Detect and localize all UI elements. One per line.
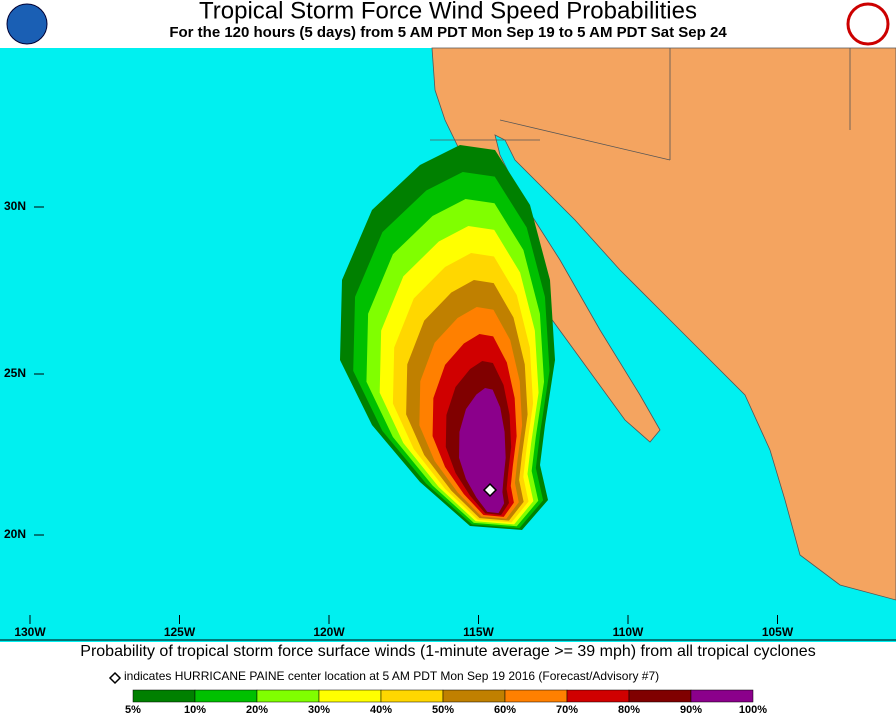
lon-label: 125W [164,625,196,639]
lat-label: 30N [4,199,26,213]
lat-label: 25N [4,366,26,380]
legend: 5% 10% 20% 30% 40% 50% 60% 70% 80% 90% 100% [125,689,767,716]
legend-label: 40% [370,704,392,716]
axes: 30N 25N 20N 130W 125W 120W 115W 110W 105W [4,199,794,639]
legend-swatch [318,689,382,703]
noaa-logo [6,3,48,45]
probability-contours [340,145,555,530]
caption: Probability of tropical storm force surf… [80,643,815,660]
legend-swatch [690,689,754,703]
legend-swatch [380,689,444,703]
lat-label: 20N [4,527,26,541]
legend-label: 70% [556,704,578,716]
borders [430,48,851,161]
legend-label: 30% [308,704,330,716]
legend-label: 10% [184,704,206,716]
legend-label: 20% [246,704,268,716]
legend-swatch [504,689,568,703]
map [0,47,896,642]
legend-label: 50% [432,704,454,716]
legend-label: 80% [618,704,640,716]
lon-label: 115W [463,625,494,639]
lon-label: 130W [14,625,46,639]
legend-swatch [442,689,506,703]
lon-label: 105W [762,625,794,639]
legend-swatch [628,689,692,703]
contour [459,388,506,514]
lon-label: 120W [313,625,345,639]
storm-center [482,482,498,498]
legend-label: 60% [494,704,516,716]
note-marker [108,671,122,685]
legend-swatch [256,689,320,703]
lon-label: 110W [613,625,644,639]
legend-swatch [194,689,258,703]
legend-label: 100% [739,704,767,716]
legend-label: 90% [680,704,702,716]
legend-label: 5% [125,704,141,716]
legend-swatch [566,689,630,703]
title: Tropical Storm Force Wind Speed Probabil… [199,0,697,24]
legend-swatch [132,689,196,703]
subtitle: For the 120 hours (5 days) from 5 AM PDT… [169,24,727,41]
nws-logo [846,2,890,46]
note: indicates HURRICANE PAINE center locatio… [124,669,659,683]
